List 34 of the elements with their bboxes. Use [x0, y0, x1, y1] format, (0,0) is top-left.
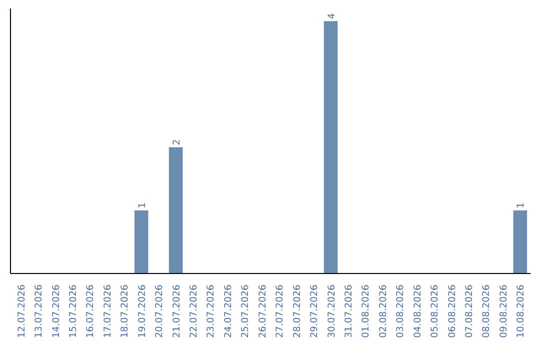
x-tick-label: 24.07.2026 — [222, 284, 234, 338]
x-tick-label: 28.07.2026 — [292, 284, 303, 338]
x-tick-label: 08.08.2026 — [481, 284, 492, 338]
x-tick-label: 31.07.2026 — [343, 284, 354, 338]
x-tick-label: 12.07.2026 — [16, 284, 28, 338]
x-tick-label: 30.07.2026 — [326, 284, 338, 338]
x-tick-label: 14.07.2026 — [50, 284, 62, 338]
x-tick-label: 23.07.2026 — [206, 284, 217, 338]
x-tick-label: 03.08.2026 — [395, 284, 406, 338]
x-tick-label: 22.07.2026 — [188, 284, 200, 338]
x-tick-label: 26.07.2026 — [257, 284, 268, 338]
data-label: 4 — [326, 13, 338, 20]
x-tick-label: 09.08.2026 — [498, 284, 510, 338]
x-tick-label: 20.07.2026 — [154, 284, 166, 338]
data-label: 1 — [136, 202, 148, 208]
x-tick-label: 04.08.2026 — [412, 284, 424, 338]
x-tick-label: 29.07.2026 — [309, 284, 320, 338]
x-tick-label: 06.08.2026 — [446, 284, 458, 338]
x-tick-label: 16.07.2026 — [85, 284, 96, 338]
x-tick-label: 13.07.2026 — [34, 284, 45, 338]
x-tick-label: 27.07.2026 — [274, 284, 286, 338]
x-tick-label: 21.07.2026 — [171, 284, 182, 338]
x-tick-label: 19.07.2026 — [136, 284, 148, 338]
data-label: 1 — [516, 202, 527, 208]
x-tick-label: 10.08.2026 — [516, 284, 527, 338]
x-tick-label: 05.08.2026 — [430, 284, 441, 338]
x-tick-label: 15.07.2026 — [68, 284, 79, 338]
x-tick-label: 17.07.2026 — [102, 284, 114, 338]
x-tick-label: 25.07.2026 — [240, 284, 252, 338]
x-tick-label: 07.08.2026 — [464, 284, 476, 338]
data-label: 2 — [171, 139, 182, 146]
x-tick-label: 02.08.2026 — [378, 284, 389, 338]
x-tick-label: 01.08.2026 — [360, 284, 372, 338]
x-tick-label: 18.07.2026 — [120, 284, 131, 338]
